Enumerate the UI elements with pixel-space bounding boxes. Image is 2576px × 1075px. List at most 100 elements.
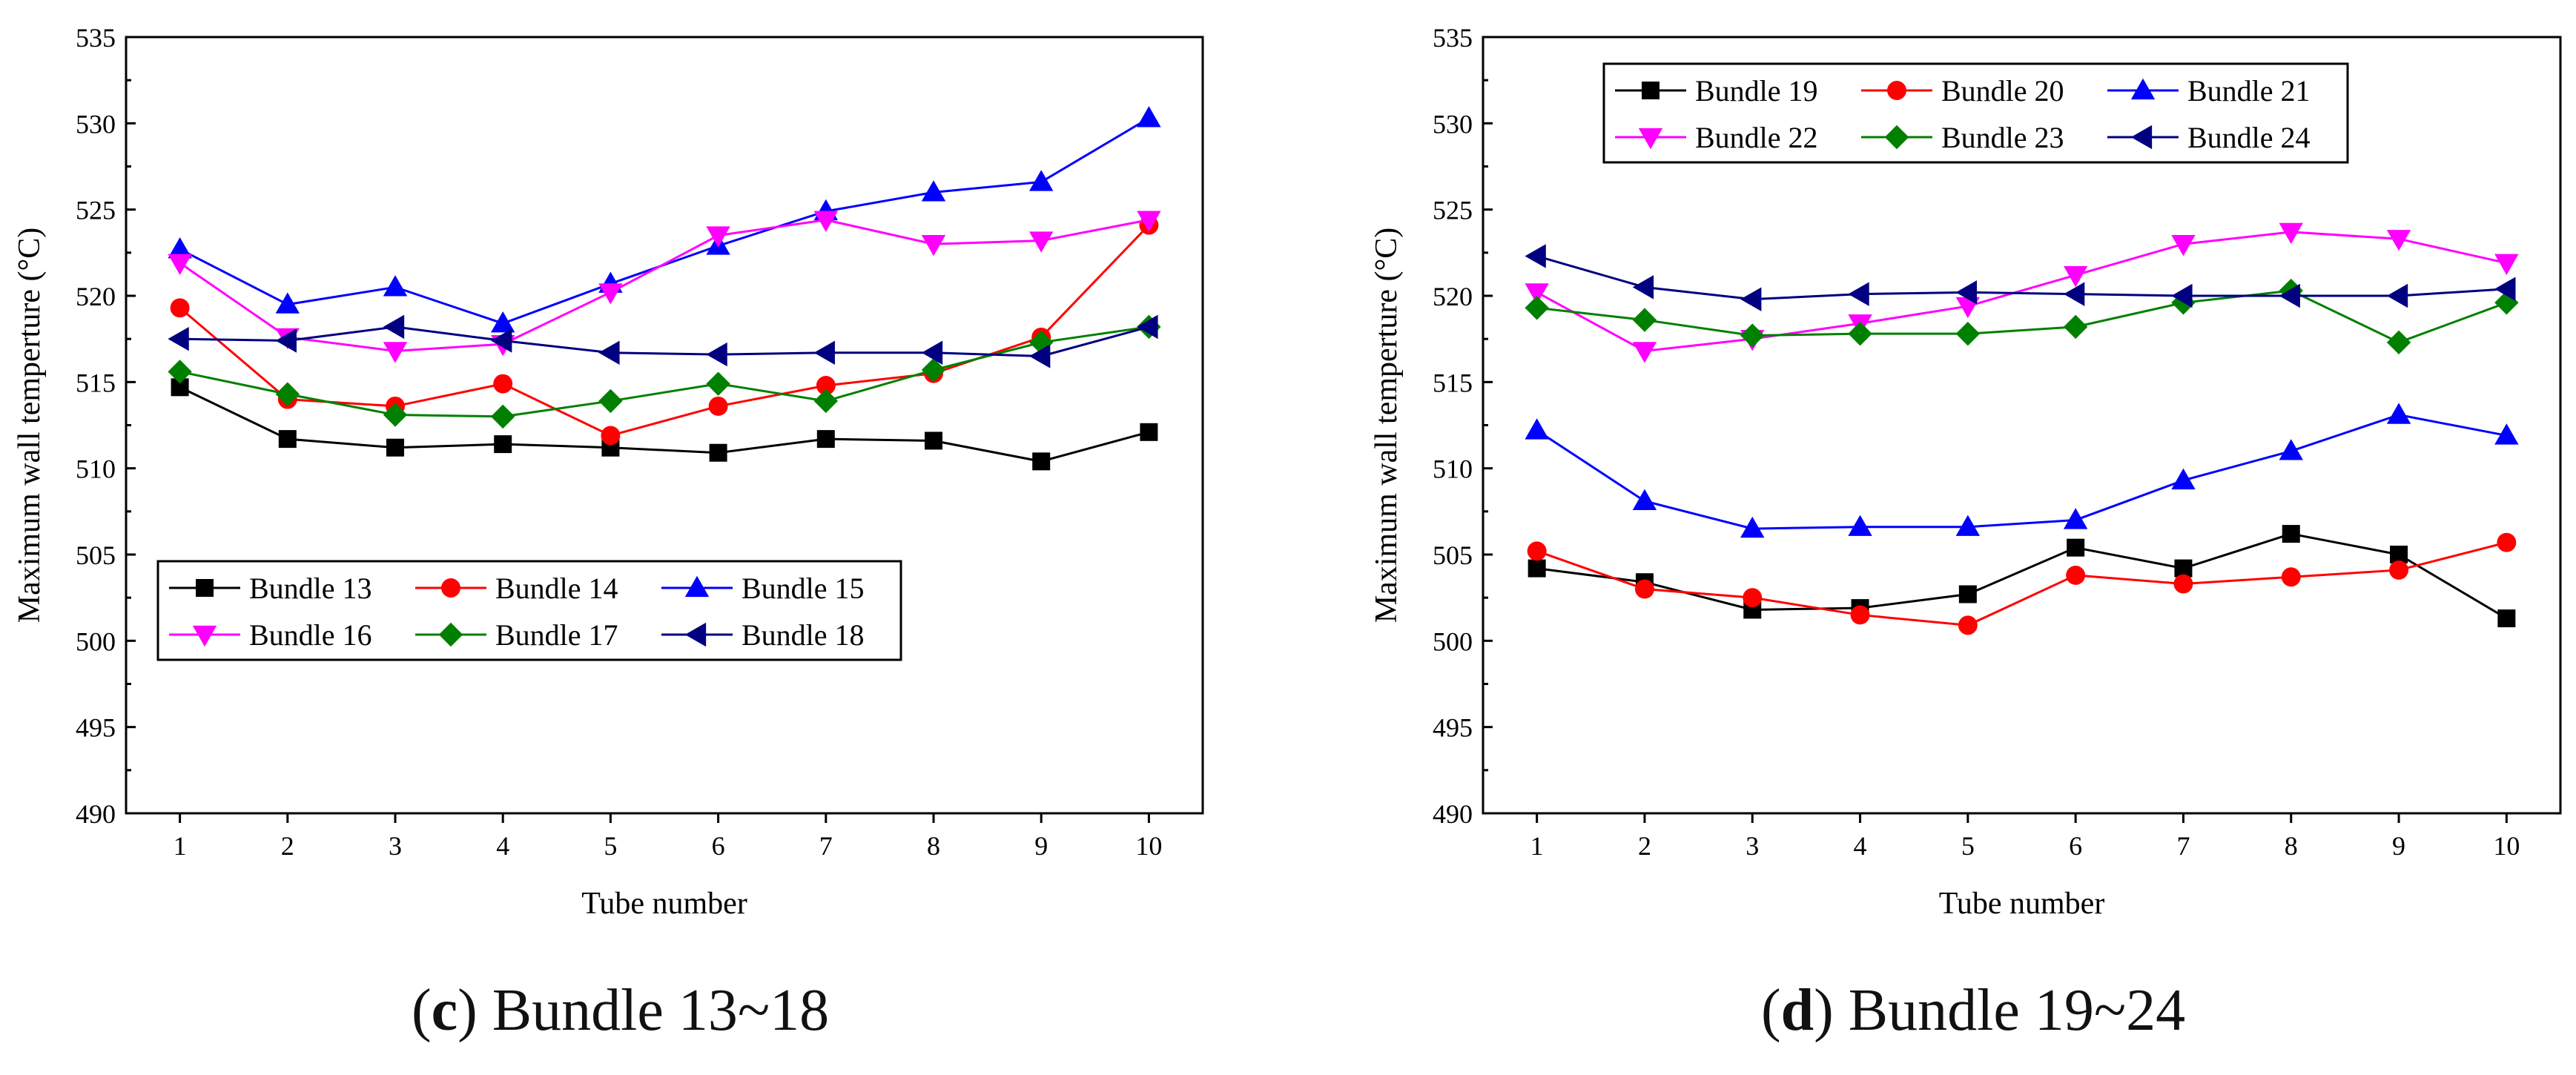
left-line-bundle-13: [179, 386, 1149, 463]
left-point-bundle-18-2: [275, 328, 297, 353]
left-legend-label-bundle-17: Bundle 17: [495, 618, 618, 652]
left-x-tick-label-4: 4: [496, 831, 509, 861]
right-point-bundle-19-10: [2497, 609, 2516, 628]
right-point-bundle-19-5: [1958, 585, 1977, 603]
right-point-bundle-21-1: [1525, 418, 1549, 440]
right-point-bundle-19-8: [2282, 525, 2300, 543]
left-point-bundle-13-7: [816, 430, 835, 449]
left-point-bundle-17-6: [706, 371, 730, 396]
left-legend-label-bundle-14: Bundle 14: [495, 572, 618, 605]
left-point-bundle-17-2: [275, 382, 300, 406]
right-x-tick-label-2: 2: [1638, 831, 1651, 861]
right-point-bundle-23-1: [1525, 296, 1549, 320]
left-point-bundle-16-8: [921, 235, 946, 257]
right-x-tick-label-6: 6: [2069, 831, 2082, 861]
right-line-bundle-21: [1536, 413, 2507, 530]
left-point-bundle-18-9: [1029, 344, 1051, 368]
left-legend-marker-bundle-18: [684, 622, 707, 647]
left-point-bundle-13-8: [925, 431, 942, 450]
left-point-bundle-14-6: [708, 396, 728, 416]
right-point-bundle-21-9: [2386, 403, 2411, 424]
right-point-bundle-23-9: [2386, 330, 2411, 355]
left-point-bundle-17-7: [813, 388, 838, 414]
left-legend-label-bundle-16: Bundle 16: [249, 618, 372, 652]
right-point-bundle-20-4: [1850, 605, 1870, 625]
left-point-bundle-17-5: [598, 388, 623, 414]
right-y-tick-label-510: 510: [1433, 454, 1473, 484]
left-x-tick-label-1: 1: [174, 831, 187, 861]
left-legend-marker-bundle-16: [192, 625, 217, 647]
left-x-tick-label-2: 2: [281, 831, 294, 861]
left-line-bundle-16: [179, 219, 1149, 352]
left-point-bundle-18-6: [706, 342, 727, 367]
left-x-axis-title: Tube number: [581, 887, 747, 921]
left-point-bundle-13-2: [278, 430, 297, 449]
right-point-bundle-21-10: [2494, 423, 2519, 445]
left-point-bundle-16-3: [383, 342, 408, 363]
left-point-bundle-16-5: [598, 283, 623, 305]
right-line-bundle-20: [1536, 541, 2507, 626]
right-point-bundle-21-5: [1955, 515, 1981, 536]
right-legend-label-bundle-24: Bundle 24: [2187, 121, 2311, 154]
left-y-tick-label-490: 490: [76, 799, 116, 829]
right-point-bundle-23-2: [1632, 308, 1657, 332]
right-legend-label-bundle-19: Bundle 19: [1695, 74, 1818, 108]
left-point-bundle-18-3: [383, 314, 405, 340]
right-point-bundle-22-2: [1632, 342, 1657, 363]
left-point-bundle-17-3: [383, 403, 408, 427]
left-point-bundle-13-10: [1140, 423, 1158, 441]
right-legend-marker-bundle-21: [2130, 78, 2156, 100]
right-line-bundle-24: [1536, 255, 2507, 301]
left-point-bundle-15-10: [1137, 106, 1161, 128]
left-y-tick-label-510: 510: [76, 454, 116, 484]
right-legend-label-bundle-23: Bundle 23: [1941, 121, 2064, 154]
right-point-bundle-20-8: [2281, 567, 2301, 587]
right-point-bundle-20-2: [1634, 579, 1654, 599]
left-point-bundle-18-10: [1137, 314, 1158, 340]
left-y-tick-label-495: 495: [76, 713, 116, 743]
left-y-tick-label-530: 530: [76, 109, 116, 139]
right-point-bundle-21-3: [1740, 516, 1765, 538]
right-y-axis-title: Maximum wall temperture (°C): [1370, 228, 1404, 624]
right-point-bundle-21-4: [1848, 515, 1872, 536]
caption-left-letter: c: [431, 978, 458, 1043]
left-point-bundle-13-4: [494, 435, 512, 454]
left-point-bundle-17-1: [168, 360, 192, 384]
right-x-tick-label-8: 8: [2285, 831, 2298, 861]
caption-right: (d) Bundle 19~24: [1761, 978, 2186, 1043]
caption-right-text: Bundle 19~24: [1848, 978, 2186, 1043]
right-legend-marker-bundle-24: [2130, 125, 2153, 150]
right-x-axis-title: Tube number: [1939, 887, 2105, 921]
left-point-bundle-17-9: [1029, 330, 1054, 355]
right-y-tick-label-535: 535: [1433, 23, 1473, 53]
left-y-tick-label-500: 500: [76, 626, 116, 656]
left-x-tick-label-3: 3: [389, 831, 402, 861]
left-point-bundle-18-7: [813, 340, 835, 365]
right-point-bundle-22-9: [2386, 230, 2411, 251]
right-point-bundle-23-5: [1955, 321, 1981, 346]
right-point-bundle-23-6: [2063, 314, 2088, 340]
left-x-tick-label-6: 6: [712, 831, 725, 861]
right-point-bundle-23-3: [1740, 323, 1765, 348]
right-point-bundle-24-6: [2063, 282, 2085, 306]
right-point-bundle-20-3: [1743, 588, 1763, 608]
left-x-tick-label-10: 10: [1135, 831, 1162, 861]
right-legend-marker-bundle-19: [1642, 82, 1659, 99]
right-point-bundle-21-6: [2063, 508, 2088, 529]
right-point-bundle-22-8: [2279, 222, 2303, 245]
right-point-bundle-21-8: [2279, 439, 2303, 460]
right-x-tick-label-4: 4: [1854, 831, 1867, 861]
right-point-bundle-24-7: [2171, 283, 2193, 308]
right-y-tick-label-500: 500: [1433, 626, 1473, 656]
right-point-bundle-22-7: [2171, 235, 2196, 257]
left-point-bundle-14-4: [493, 374, 513, 394]
left-point-bundle-16-7: [813, 211, 838, 232]
right-y-tick-label-515: 515: [1433, 368, 1473, 397]
caption-left-text: Bundle 13~18: [492, 978, 830, 1043]
right-y-tick-label-495: 495: [1433, 713, 1473, 743]
right-y-tick-label-490: 490: [1433, 799, 1473, 829]
right-point-bundle-19-1: [1528, 559, 1546, 578]
